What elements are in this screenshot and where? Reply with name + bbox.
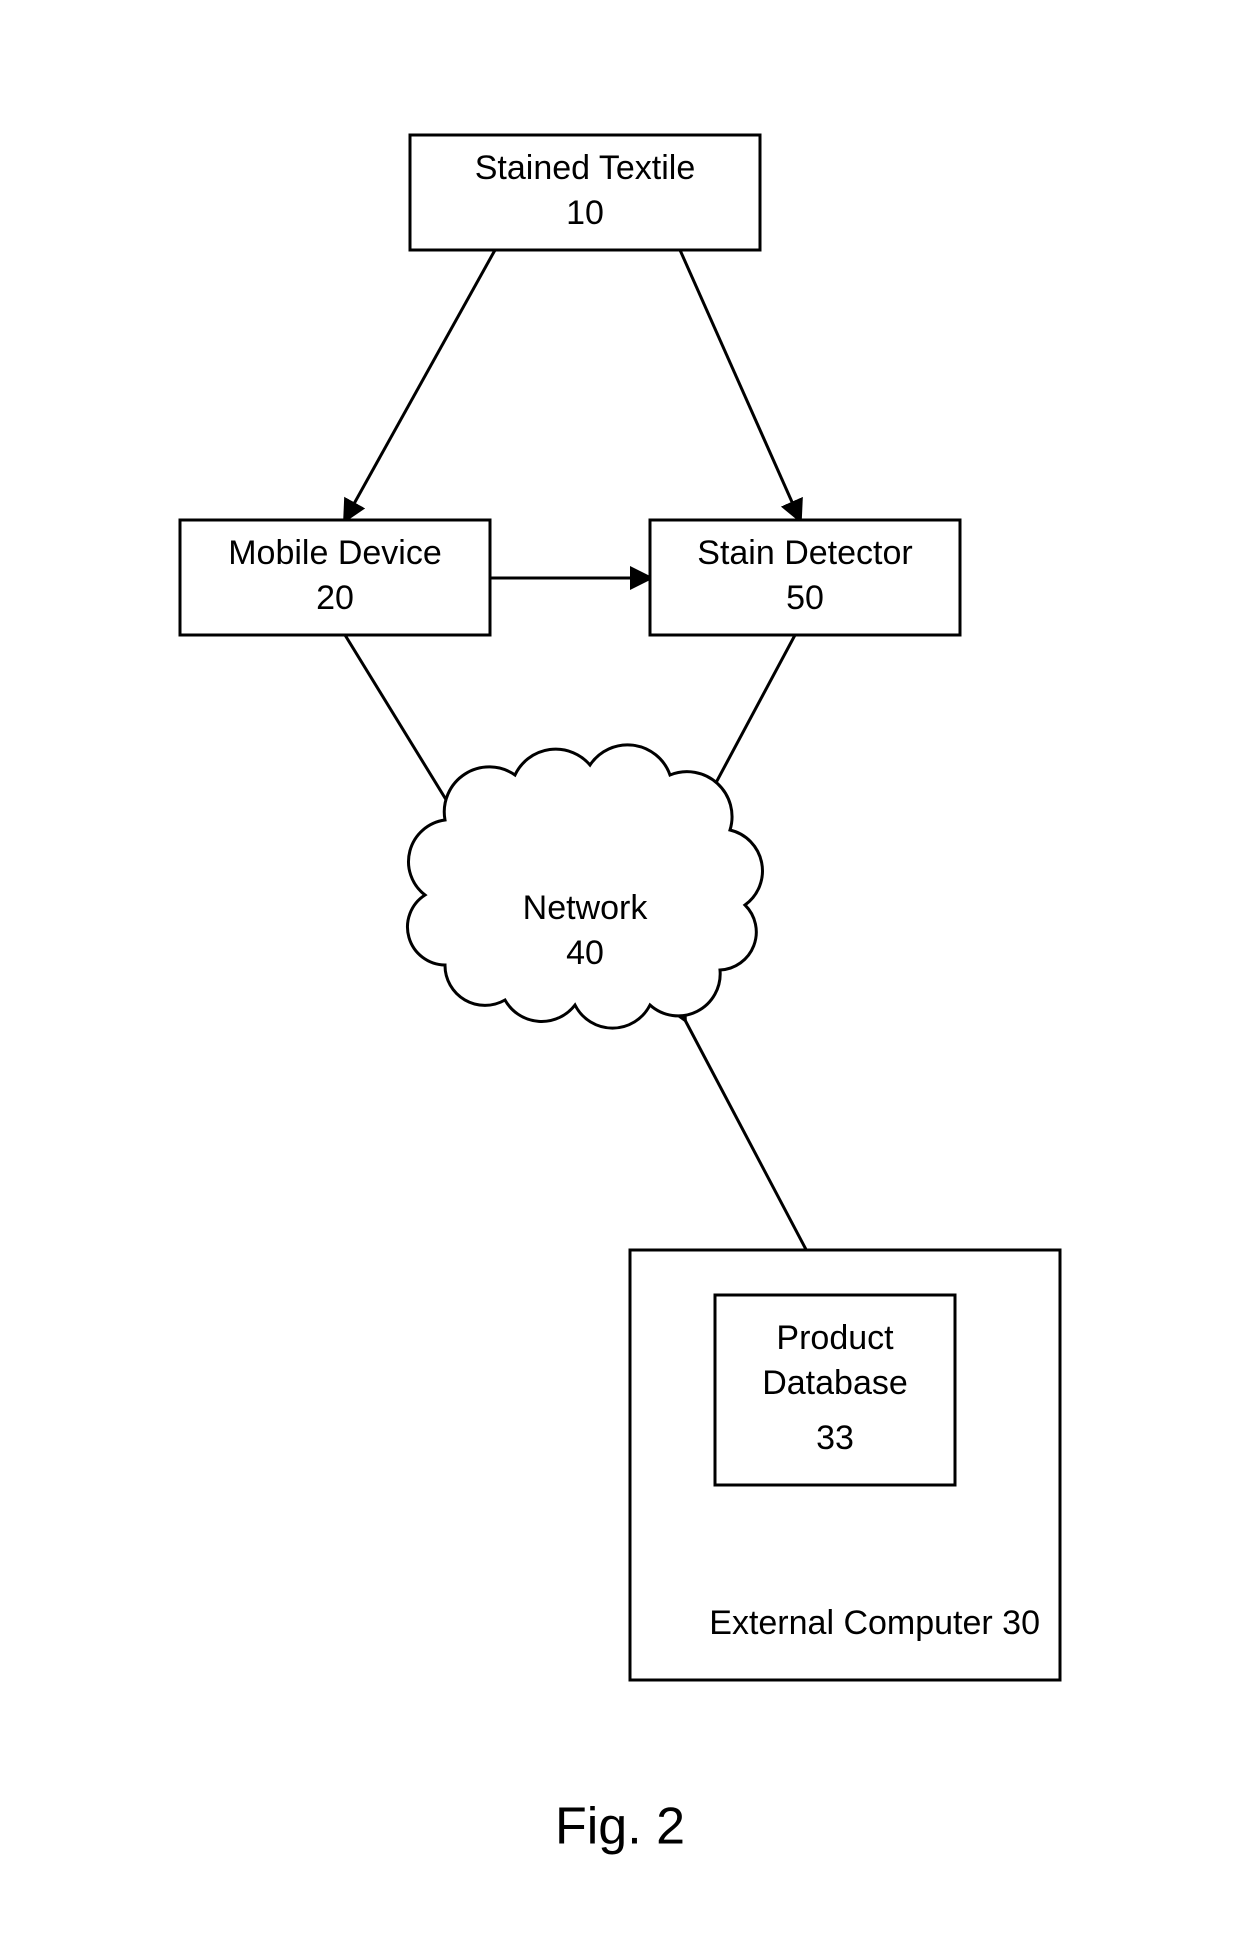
node-mobile-device: Mobile Device 20 — [180, 520, 490, 635]
node-network: Network 40 — [407, 745, 762, 1028]
edge-textile-detector — [680, 250, 800, 520]
mobile-device-label: Mobile Device — [228, 534, 442, 572]
node-product-database: Product Database 33 — [715, 1295, 955, 1485]
stained-textile-number: 10 — [566, 194, 604, 232]
node-stain-detector: Stain Detector 50 — [650, 520, 960, 635]
network-number: 40 — [566, 934, 604, 972]
stained-textile-label: Stained Textile — [475, 149, 696, 187]
mobile-device-number: 20 — [316, 579, 354, 617]
network-label: Network — [523, 889, 649, 927]
node-external-computer: External Computer 30 Product Database 33 — [630, 1250, 1060, 1680]
product-database-label1: Product — [776, 1319, 894, 1357]
cloud-icon — [407, 745, 762, 1028]
stain-detector-number: 50 — [786, 579, 824, 617]
figure-caption: Fig. 2 — [555, 1798, 685, 1856]
product-database-label2: Database — [762, 1364, 908, 1402]
external-computer-label: External Computer 30 — [709, 1604, 1040, 1642]
node-stained-textile: Stained Textile 10 — [410, 135, 760, 250]
stain-detector-label: Stain Detector — [697, 534, 912, 572]
edge-textile-mobile — [345, 250, 495, 520]
product-database-number: 33 — [816, 1419, 854, 1457]
diagram-canvas: Stained Textile 10 Mobile Device 20 Stai… — [0, 0, 1240, 1934]
